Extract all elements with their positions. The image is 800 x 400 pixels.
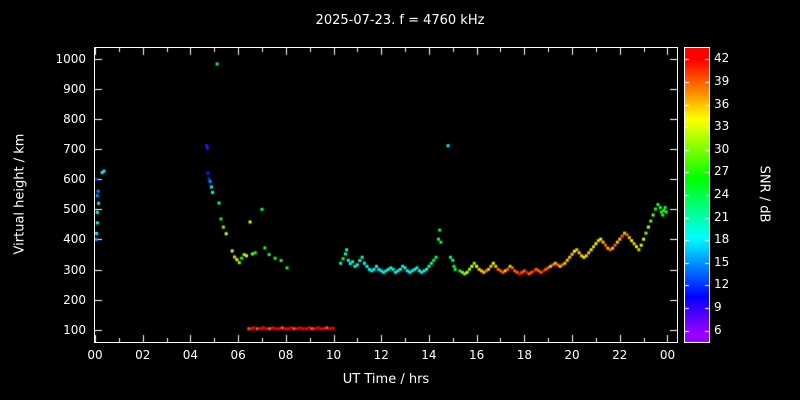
y-tick-label: 400 — [63, 232, 86, 247]
colorbar-tick-label: 42 — [714, 51, 730, 66]
colorbar-tick-label: 21 — [714, 209, 730, 224]
y-tick-label: 200 — [63, 292, 86, 307]
x-tick-label: 04 — [182, 348, 199, 362]
y-tick-label: 600 — [63, 172, 86, 187]
y-tick-label: 800 — [63, 111, 86, 126]
y-tick-label: 300 — [63, 262, 86, 277]
y-axis-label: Virtual height / km — [12, 133, 28, 255]
x-axis-label: UT Time / hrs — [342, 372, 430, 387]
colorbar-tick-label: 24 — [714, 187, 730, 201]
x-tick-label: 12 — [373, 348, 389, 362]
x-tick-label: 16 — [468, 348, 485, 362]
y-tick-label: 900 — [63, 81, 86, 96]
colorbar-tick-label: 18 — [714, 232, 730, 247]
colorbar — [684, 47, 710, 343]
colorbar-tick-label: 30 — [714, 141, 730, 156]
x-tick-label: 22 — [612, 348, 628, 362]
colorbar-tick-label: 12 — [714, 277, 730, 292]
x-tick-label: 00 — [659, 348, 676, 362]
x-tick-label: 18 — [516, 348, 532, 362]
colorbar-tick-label: 33 — [714, 119, 730, 134]
y-tick-label: 500 — [63, 202, 86, 217]
x-tick-label: 02 — [135, 348, 151, 362]
colorbar-tick-label: 39 — [714, 73, 730, 88]
colorbar-canvas — [685, 48, 709, 342]
colorbar-tick-label: 15 — [714, 254, 730, 269]
x-tick-label: 20 — [564, 348, 580, 362]
plot-canvas — [95, 48, 677, 342]
colorbar-label: SNR / dB — [756, 165, 772, 223]
x-tick-label: 00 — [87, 348, 103, 362]
colorbar-tick-label: 36 — [714, 96, 730, 111]
y-tick-label: 1000 — [55, 51, 86, 66]
x-tick-label: 10 — [325, 348, 342, 362]
colorbar-tick-label: 27 — [714, 164, 730, 179]
colorbar-tick-label: 6 — [714, 322, 722, 337]
x-tick-label: 06 — [230, 348, 246, 362]
colorbar-tick-label: 9 — [714, 300, 722, 315]
x-tick-label: 14 — [421, 348, 437, 362]
y-tick-label: 100 — [63, 322, 86, 337]
x-tick-label: 08 — [278, 348, 294, 362]
chart-title: 2025-07-23. f = 4760 kHz — [315, 13, 485, 28]
y-tick-label: 700 — [63, 142, 86, 156]
plot-area — [94, 47, 678, 343]
